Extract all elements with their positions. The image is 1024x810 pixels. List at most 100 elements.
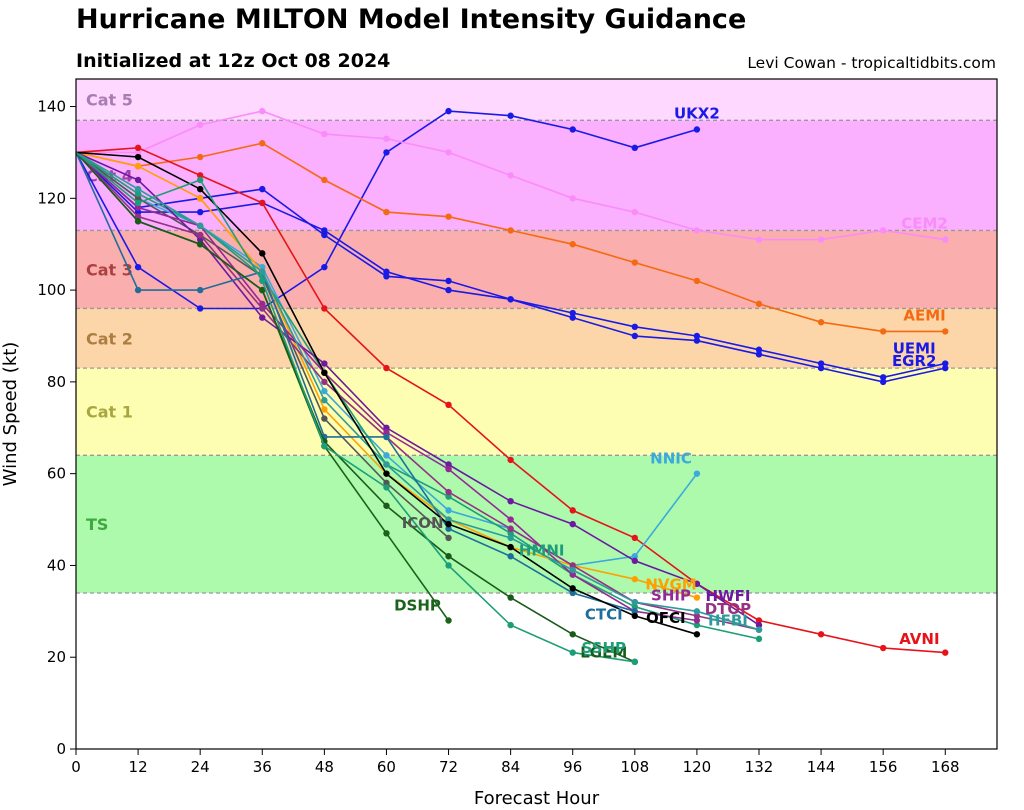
model-label-ctci: CTCI [585,606,623,624]
series-line-ctci [75,152,636,613]
model-label-sshp: SSHP [582,639,626,657]
y-tick-label-0: 0 [56,740,66,758]
model-label-uemi: UEMI [893,339,936,357]
x-tick-label-132: 132 [745,758,774,776]
x-tick-label-108: 108 [620,758,649,776]
data-point-avni-168 [942,649,949,656]
x-tick-label-24: 24 [191,758,210,776]
data-point-aemi-84 [507,227,514,234]
data-point-sshp-24 [196,176,204,184]
series-lgem [75,151,639,666]
data-point-ship-96 [569,571,576,578]
model-label-hmni: HMNI [519,541,565,559]
plot-frame [75,78,998,750]
data-point-sshp-84 [507,621,514,629]
data-point-cem2-156 [879,227,887,234]
data-point-hwfi-36 [259,314,266,321]
data-point-uemi-60 [383,273,390,280]
data-point-dshp-60 [383,530,390,537]
data-point-egr2-84 [507,296,514,303]
data-point-uemi-72 [445,277,452,285]
chart-title: Hurricane MILTON Model Intensity Guidanc… [76,4,747,35]
band-ts [76,455,997,593]
model-label-egr2: EGR2 [892,352,937,370]
data-point-lgem-72 [445,553,452,560]
data-point-sshp-72 [445,562,452,569]
data-point-sshp-36 [259,277,266,285]
data-point-egr2-12 [134,208,142,216]
data-point-hwfi-108 [631,557,639,565]
x-tick-label-60: 60 [377,758,396,776]
data-point-cem2-12 [134,149,142,156]
data-point-sshp-12 [134,199,142,207]
data-point-dtop-36 [259,305,266,312]
model-series [75,107,949,666]
data-point-avni-84 [507,456,514,464]
data-point-aemi-108 [631,259,639,266]
data-point-sshp-108 [631,658,639,666]
data-point-sshp-48 [321,442,328,450]
data-point-hmni-120 [693,621,701,629]
data-point-ctci-72 [445,525,452,532]
data-point-ofci-120 [693,631,701,638]
data-point-cem2-24 [196,121,204,129]
x-tick-label-48: 48 [315,758,334,776]
data-point-ofci-96 [569,585,576,592]
data-point-hfbi-72 [445,516,452,523]
data-point-egr2-156 [879,378,887,386]
data-point-cem2-48 [321,130,328,138]
data-point-ofci-36 [259,250,266,257]
data-point-ukx2-12 [134,263,142,271]
data-point-aemi-72 [445,213,452,220]
data-point-dtop-12 [134,213,142,220]
y-tick-label-100: 100 [37,281,66,299]
data-point-hwfi-84 [507,497,514,505]
data-point-aemi-60 [383,208,390,216]
data-point-ukx2-24 [196,305,204,312]
data-point-avni-60 [383,364,390,372]
data-point-hmni-72 [445,493,452,500]
data-point-lgem-96 [569,631,576,638]
data-point-cem2-144 [817,236,825,243]
data-point-ofci-12 [134,153,142,161]
y-axis-title: Wind Speed (kt) [0,342,21,487]
series-line-lgem [75,151,636,663]
series-hfbi [75,151,763,633]
data-point-ofci-72 [445,520,452,528]
x-tick-label-96: 96 [563,758,582,776]
data-point-cem2-108 [631,208,639,216]
data-point-dtop-24 [196,231,204,239]
data-point-nnic-48 [321,387,328,395]
data-point-uemi-168 [942,360,949,367]
y-tick-label-40: 40 [47,556,66,574]
data-point-hfbi-60 [383,461,390,468]
data-point-uemi-132 [755,346,763,353]
band-label-cat-1: Cat 1 [86,403,133,422]
data-point-ship-84 [507,516,514,523]
series-aemi [75,140,949,335]
data-point-sshp-96 [569,649,576,656]
y-tick-label-80: 80 [47,373,66,391]
model-label-hfbi: HFBI [708,612,748,630]
data-point-aemi-144 [817,319,825,326]
data-point-hmni-108 [631,603,639,610]
data-point-avni-36 [259,199,266,207]
data-point-lgem-24 [196,241,204,248]
data-point-icon-48 [321,415,328,422]
data-point-avni-24 [196,172,204,179]
data-point-egr2-24 [196,208,204,216]
series-ofci [75,151,701,638]
data-point-uemi-36 [259,185,266,193]
data-point-dtop-120 [693,612,701,620]
model-label-aemi: AEMI [903,306,945,324]
data-point-avni-48 [321,305,328,312]
data-point-ctci-24 [196,286,204,294]
series-line-hfbi [75,151,760,631]
data-point-uemi-156 [879,374,887,381]
series-sshp [75,151,639,666]
data-point-nvgm-24 [196,195,204,202]
data-point-aemi-120 [693,277,701,285]
